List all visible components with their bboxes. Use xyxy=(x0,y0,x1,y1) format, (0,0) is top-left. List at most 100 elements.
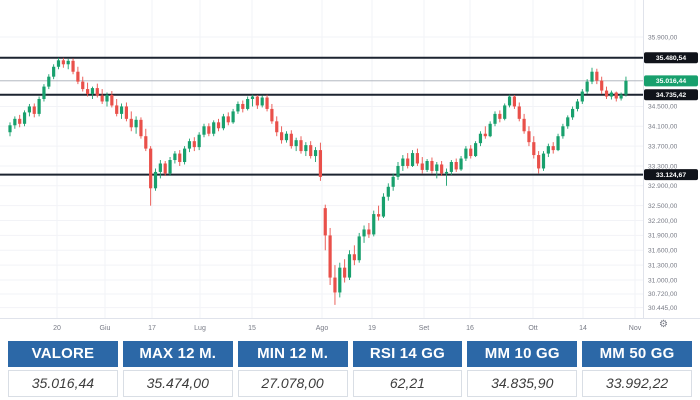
candle-body xyxy=(134,119,138,128)
candle-body xyxy=(541,153,546,169)
candle-body xyxy=(415,153,419,164)
candle-body xyxy=(52,66,56,77)
summary-col-max12m: MAX 12 M. 35.474,00 xyxy=(122,341,233,397)
price-scale-label: 31.000,00 xyxy=(648,277,678,284)
candle-body xyxy=(37,99,41,114)
candle-body xyxy=(614,92,618,99)
candle-body xyxy=(255,96,259,106)
candle-body xyxy=(100,95,104,102)
candle-body xyxy=(338,267,342,293)
candle-body xyxy=(498,113,502,119)
summary-value: 62,21 xyxy=(352,370,463,397)
candle-body xyxy=(391,176,395,187)
candle-body xyxy=(47,76,51,87)
candle-body xyxy=(595,71,599,81)
candle-body xyxy=(604,90,609,97)
candle-body xyxy=(377,214,381,217)
candle-body xyxy=(139,119,143,137)
candle-body xyxy=(226,116,230,123)
candle-body xyxy=(105,95,109,102)
summary-header: MM 50 GG xyxy=(582,341,692,367)
candle-body xyxy=(158,163,162,172)
price-scale-label: 34.100,00 xyxy=(648,124,678,131)
candle-body xyxy=(590,71,594,82)
candle-body xyxy=(246,99,250,109)
summary-header: RSI 14 GG xyxy=(352,341,463,367)
x-axis-label: Ago xyxy=(316,325,329,332)
candle-body xyxy=(435,164,439,171)
candle-body xyxy=(192,141,196,148)
price-scale-label: 32.200,00 xyxy=(648,218,678,225)
candle-body xyxy=(66,60,70,65)
candlestick-chart[interactable]: 35.900,00 34.500,00 34.100,00 33.700,00 33.3… xyxy=(0,0,700,340)
settings-icon[interactable]: ⚙ xyxy=(659,319,668,330)
candle-body xyxy=(522,118,526,132)
candle-body xyxy=(265,97,269,109)
price-scale-label: 32.500,00 xyxy=(648,203,678,210)
candle-body xyxy=(124,106,128,119)
candle-body xyxy=(571,108,575,118)
candle-body xyxy=(561,126,565,137)
x-axis-label: Giu xyxy=(100,325,111,332)
candle-body xyxy=(493,113,497,124)
candle-body xyxy=(532,142,536,156)
candle-body xyxy=(503,105,507,119)
level-badge xyxy=(644,89,698,101)
candle-body xyxy=(250,96,255,100)
x-axis-label: 16 xyxy=(466,325,474,332)
x-axis-label: Set xyxy=(419,325,430,332)
candle-body xyxy=(444,171,449,174)
candle-body xyxy=(585,81,589,92)
candle-body xyxy=(406,158,410,166)
candle-body xyxy=(352,254,356,261)
x-axis-label: 14 xyxy=(579,325,587,332)
candle-body xyxy=(507,96,512,106)
price-scale-label: 31.900,00 xyxy=(648,233,678,240)
candle-body xyxy=(149,148,153,189)
summary-header: MM 10 GG xyxy=(467,341,578,367)
candle-body xyxy=(90,88,95,95)
candle-body xyxy=(202,126,206,135)
price-scale-label: 30.445,00 xyxy=(648,305,678,312)
candle-body xyxy=(119,106,124,114)
summary-header: MIN 12 M. xyxy=(237,341,348,367)
candle-body xyxy=(81,81,85,90)
candle-body xyxy=(512,96,516,107)
summary-col-mm10: MM 10 GG 34.835,90 xyxy=(467,341,578,397)
candle-body xyxy=(13,118,17,126)
summary-col-valore: VALORE 35.016,44 xyxy=(8,341,118,397)
candle-body xyxy=(410,153,415,166)
price-scale-label: 32.900,00 xyxy=(648,183,678,190)
level-badge-label: 34.735,42 xyxy=(656,92,686,99)
x-axis-label: Ott xyxy=(528,325,537,332)
summary-value: 27.078,00 xyxy=(237,370,348,397)
price-scale-label: 35.900,00 xyxy=(648,34,678,41)
current-price-badge-label: 35.016,44 xyxy=(656,78,686,85)
candle-body xyxy=(600,80,604,91)
candle-body xyxy=(187,141,192,149)
x-axis-label: 19 xyxy=(368,325,376,332)
candle-body xyxy=(163,163,167,174)
candle-body xyxy=(357,236,361,261)
candle-body xyxy=(304,145,308,152)
summary-header: MAX 12 M. xyxy=(122,341,233,367)
candle-body xyxy=(401,158,405,166)
price-scale-label: 31.600,00 xyxy=(648,248,678,255)
candle-body xyxy=(381,196,386,217)
candle-body xyxy=(56,60,61,67)
candle-body xyxy=(275,121,279,133)
candle-body xyxy=(318,150,322,177)
candle-body xyxy=(115,105,119,114)
candle-body xyxy=(556,136,560,151)
candle-body xyxy=(372,214,376,235)
summary-table: VALORE 35.016,44 MAX 12 M. 35.474,00 MIN… xyxy=(8,341,692,397)
candle-body xyxy=(566,117,570,127)
candle-body xyxy=(609,92,613,97)
candle-body xyxy=(207,126,211,134)
candle-body xyxy=(386,186,390,197)
x-axis-label: 17 xyxy=(148,325,156,332)
candle-body xyxy=(362,229,366,237)
candle-body xyxy=(22,112,27,124)
candle-body xyxy=(546,146,550,154)
